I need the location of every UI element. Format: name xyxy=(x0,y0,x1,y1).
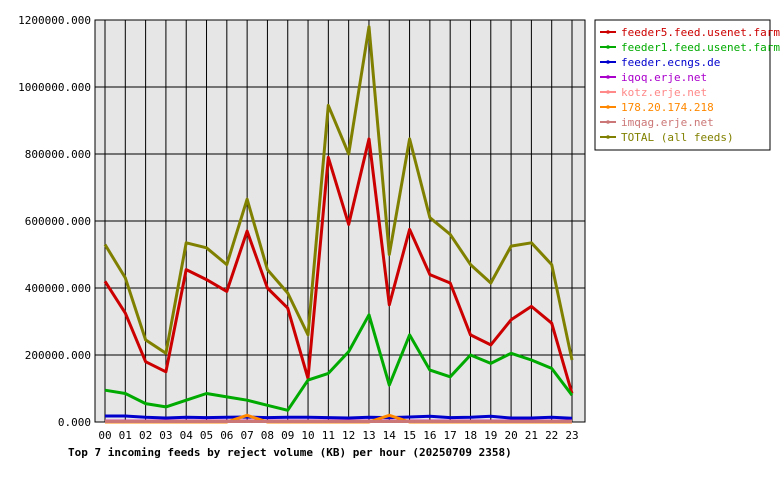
legend-label: feeder5.feed.usenet.farm xyxy=(621,26,780,39)
chart-title: Top 7 incoming feeds by reject volume (K… xyxy=(68,446,512,459)
x-tick-label: 04 xyxy=(180,429,194,442)
x-tick-label: 10 xyxy=(301,429,314,442)
x-tick-label: 20 xyxy=(504,429,517,442)
legend-label: feeder.ecngs.de xyxy=(621,56,720,69)
series-line-0 xyxy=(103,137,574,394)
x-tick-label: 08 xyxy=(261,429,274,442)
x-tick-label: 07 xyxy=(241,429,254,442)
plot-area: 0.000 200000.000 400000.000 600000.000 80000… xyxy=(18,14,586,442)
series-line-2 xyxy=(105,414,573,420)
legend-label: iqoq.erje.net xyxy=(621,71,707,84)
x-tick-label: 22 xyxy=(545,429,558,442)
legend-label: kotz.erje.net xyxy=(621,86,707,99)
y-tick-label: 400000.000 xyxy=(25,282,91,295)
x-tick-label: 14 xyxy=(383,429,397,442)
x-tick-label: 23 xyxy=(565,429,578,442)
legend-marker xyxy=(606,105,610,109)
y-tick-label: 600000.000 xyxy=(25,215,91,228)
legend-marker xyxy=(606,135,610,139)
x-tick-label: 05 xyxy=(200,429,213,442)
x-tick-label: 01 xyxy=(119,429,132,442)
x-tick-label: 16 xyxy=(423,429,436,442)
x-tick-label: 15 xyxy=(403,429,416,442)
x-tick-label: 13 xyxy=(362,429,375,442)
x-tick-label: 21 xyxy=(525,429,538,442)
x-tick-label: 19 xyxy=(484,429,497,442)
x-tick-label: 18 xyxy=(464,429,477,442)
legend-label: 178.20.174.218 xyxy=(621,101,714,114)
legend-marker xyxy=(606,90,610,94)
x-tick-label: 11 xyxy=(322,429,335,442)
legend-box xyxy=(594,19,771,151)
legend-marker xyxy=(606,75,610,79)
x-tick-label: 00 xyxy=(98,429,111,442)
legend-marker xyxy=(606,120,610,124)
legend: feeder5.feed.usenet.farm feeder1.feed.use… xyxy=(594,19,780,151)
legend-label: feeder1.feed.usenet.farm xyxy=(621,41,780,54)
y-tick-label: 200000.000 xyxy=(25,349,91,362)
x-tick-label: 12 xyxy=(342,429,355,442)
y-tick-label: 800000.000 xyxy=(25,148,91,161)
series-line-7 xyxy=(103,25,574,361)
x-tick-label: 17 xyxy=(444,429,457,442)
series-line-1 xyxy=(104,313,574,412)
legend-marker xyxy=(606,45,610,49)
x-tick-label: 03 xyxy=(159,429,172,442)
legend-marker xyxy=(606,30,610,34)
y-tick-label: 0.000 xyxy=(58,416,91,429)
y-tick-label: 1200000.000 xyxy=(18,14,91,27)
x-tick-label: 09 xyxy=(281,429,294,442)
legend-marker xyxy=(606,60,610,64)
legend-label: imqag.erje.net xyxy=(621,116,714,129)
y-tick-label: 1000000.000 xyxy=(18,81,91,94)
x-tick-label: 02 xyxy=(139,429,152,442)
legend-label: TOTAL (all feeds) xyxy=(621,131,734,144)
x-tick-label: 06 xyxy=(220,429,233,442)
